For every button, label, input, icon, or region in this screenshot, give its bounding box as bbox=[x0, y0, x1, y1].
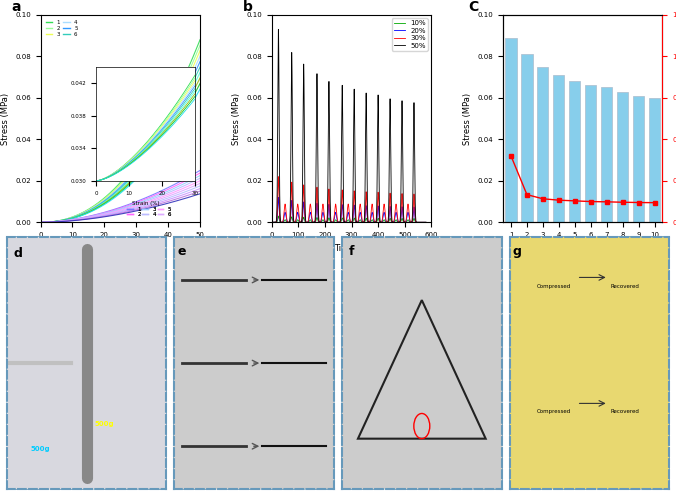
50% bbox=[414, 219, 422, 225]
X-axis label: Time (s): Time (s) bbox=[335, 244, 368, 252]
Line: 50%: 50% bbox=[272, 29, 426, 222]
Text: b: b bbox=[243, 0, 253, 14]
Text: f: f bbox=[348, 245, 354, 258]
50% bbox=[268, 219, 276, 225]
10% bbox=[414, 219, 422, 225]
30% bbox=[268, 219, 276, 225]
Text: Recovered: Recovered bbox=[610, 410, 639, 414]
Line: 30%: 30% bbox=[272, 177, 426, 222]
Text: e: e bbox=[180, 247, 189, 260]
50% bbox=[277, 219, 285, 225]
Bar bbox=[569, 81, 581, 222]
X-axis label: Cycle: Cycle bbox=[571, 244, 594, 252]
50% bbox=[343, 219, 352, 225]
Line: 20%: 20% bbox=[272, 198, 426, 222]
Text: d: d bbox=[13, 247, 22, 260]
20% bbox=[298, 218, 306, 224]
30% bbox=[277, 219, 285, 225]
20% bbox=[274, 196, 282, 202]
10% bbox=[422, 219, 430, 225]
20% bbox=[414, 219, 422, 225]
10% bbox=[268, 219, 276, 225]
20% bbox=[422, 219, 430, 225]
30% bbox=[268, 219, 276, 225]
Y-axis label: Stress (MPa): Stress (MPa) bbox=[1, 92, 9, 145]
50% bbox=[268, 219, 276, 225]
Legend: 1, 2, 3, 4, 5, 6: 1, 2, 3, 4, 5, 6 bbox=[125, 205, 173, 219]
20% bbox=[268, 219, 276, 225]
10% bbox=[298, 219, 306, 225]
30% bbox=[274, 174, 283, 180]
Bar bbox=[553, 75, 564, 222]
30% bbox=[343, 209, 352, 215]
Text: g: g bbox=[513, 245, 522, 258]
Text: 500g: 500g bbox=[30, 446, 50, 453]
Text: a: a bbox=[12, 0, 22, 14]
20% bbox=[274, 195, 283, 201]
Bar bbox=[649, 98, 660, 222]
10% bbox=[274, 213, 283, 219]
Legend: 10%, 20%, 30%, 50%: 10%, 20%, 30%, 50% bbox=[392, 18, 428, 50]
50% bbox=[422, 219, 430, 225]
50% bbox=[298, 212, 306, 218]
Line: 10%: 10% bbox=[272, 216, 426, 222]
30% bbox=[414, 219, 422, 225]
Text: C: C bbox=[468, 0, 478, 14]
20% bbox=[277, 219, 285, 225]
Text: Compressed: Compressed bbox=[537, 410, 571, 414]
Y-axis label: Stress (MPa): Stress (MPa) bbox=[463, 92, 472, 145]
Text: 500g: 500g bbox=[95, 421, 114, 427]
Text: e: e bbox=[178, 245, 186, 258]
Bar bbox=[633, 96, 644, 222]
50% bbox=[274, 41, 282, 47]
Text: Compressed: Compressed bbox=[537, 284, 571, 288]
Text: d: d bbox=[13, 247, 22, 260]
X-axis label: Strain (%): Strain (%) bbox=[99, 244, 141, 252]
Text: f: f bbox=[348, 247, 354, 260]
Text: g: g bbox=[516, 247, 525, 260]
20% bbox=[343, 214, 352, 220]
30% bbox=[298, 218, 306, 224]
10% bbox=[343, 218, 352, 224]
Bar bbox=[506, 38, 516, 222]
Y-axis label: Stress (MPa): Stress (MPa) bbox=[232, 92, 241, 145]
10% bbox=[268, 219, 276, 225]
Bar bbox=[601, 87, 612, 222]
30% bbox=[422, 219, 430, 225]
Bar bbox=[585, 85, 596, 222]
Bar bbox=[537, 67, 548, 222]
10% bbox=[274, 213, 282, 219]
50% bbox=[274, 26, 283, 32]
20% bbox=[268, 219, 276, 225]
10% bbox=[277, 219, 285, 225]
Bar bbox=[617, 91, 628, 222]
Text: Recovered: Recovered bbox=[610, 284, 639, 288]
30% bbox=[274, 177, 282, 183]
Bar bbox=[521, 54, 533, 222]
